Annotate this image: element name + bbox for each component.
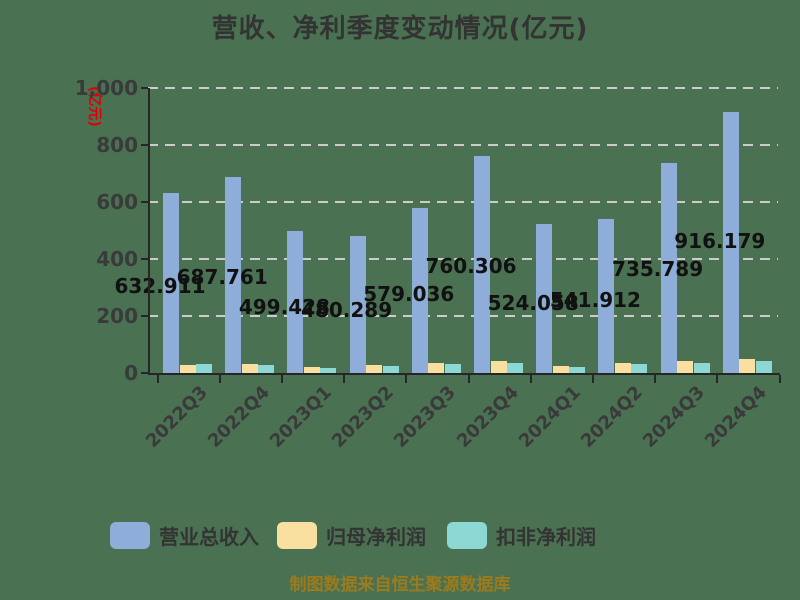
bar-deducted-net-profit-2024Q4: [755, 361, 772, 373]
gridline: [148, 258, 778, 260]
bar-total-revenue-2024Q1: [536, 223, 553, 373]
bar-net-profit-2023Q3: [428, 362, 445, 373]
x-axis-line: [148, 373, 780, 375]
y-axis-tick: [141, 315, 148, 317]
caption: 制图数据来自恒生聚源数据库: [289, 575, 511, 595]
chart-title: 营收、净利季度变动情况(亿元): [211, 14, 589, 44]
x-axis-tick: [405, 375, 408, 383]
x-axis-tick: [343, 375, 346, 383]
bar-deducted-net-profit-2023Q3: [444, 363, 461, 373]
data-label-2024Q1: 524.058: [487, 290, 579, 315]
data-label-2023Q2: 480.289: [301, 297, 393, 322]
legend-item-deducted-net-profit[interactable]: 扣非净利润: [447, 521, 596, 550]
bar-net-profit-2023Q2: [366, 365, 383, 373]
gridline: [148, 315, 778, 317]
data-label-2022Q4: 687.761: [176, 265, 268, 290]
y-axis-tick: [141, 258, 148, 260]
bar-total-revenue-2023Q2: [349, 236, 366, 373]
x-axis-tick: [529, 375, 532, 383]
bar-deducted-net-profit-2024Q1: [569, 366, 586, 373]
bar-deducted-net-profit-2024Q2: [631, 364, 648, 373]
data-label-2024Q3: 735.789: [612, 257, 704, 282]
bar-net-profit-2024Q2: [614, 363, 631, 373]
legend-swatch-total-revenue: [110, 522, 150, 549]
bar-deducted-net-profit-2023Q2: [382, 365, 399, 373]
y-axis-tick: [141, 201, 148, 203]
bar-total-revenue-2023Q3: [411, 207, 428, 373]
x-axis-tick: [654, 375, 657, 383]
x-axis-tick: [591, 375, 594, 383]
gridline: [148, 87, 778, 89]
bar-net-profit-2024Q1: [552, 366, 569, 373]
y-tick-label: 600: [96, 190, 138, 214]
bar-deducted-net-profit-2022Q4: [258, 365, 275, 373]
y-tick-label: 400: [96, 247, 138, 271]
data-label-2024Q2: 541.912: [549, 287, 641, 312]
bar-net-profit-2024Q3: [677, 361, 694, 373]
legend-item-total-revenue[interactable]: 营业总收入: [110, 521, 259, 550]
bar-total-revenue-2024Q4: [722, 111, 739, 373]
legend-swatch-net-profit: [277, 522, 317, 549]
y-tick-label: 1,000: [74, 76, 138, 100]
data-label-2022Q3: 632.911: [114, 273, 206, 298]
y-tick-label: 800: [96, 133, 138, 157]
gridline: [148, 201, 778, 203]
bar-total-revenue-2022Q3: [163, 192, 179, 373]
data-label-2024Q4: 916.179: [674, 229, 766, 254]
bar-total-revenue-2024Q3: [660, 163, 677, 373]
data-label-2023Q1: 499.428: [238, 294, 330, 319]
y-tick-label: 200: [96, 304, 138, 328]
x-axis-tick: [218, 375, 221, 383]
bar-net-profit-2022Q4: [241, 363, 258, 373]
bar-total-revenue-2024Q2: [598, 218, 615, 373]
x-axis-tick: [467, 375, 470, 383]
bar-net-profit-2023Q4: [490, 361, 507, 373]
data-label-2023Q3: 579.036: [363, 282, 455, 307]
x-axis-tick: [156, 375, 159, 383]
legend-swatch-deducted-net-profit: [447, 522, 487, 549]
x-axis-tick: [778, 375, 781, 383]
bar-deducted-net-profit-2022Q3: [196, 364, 212, 373]
bar-total-revenue-2023Q1: [287, 230, 304, 373]
bar-net-profit-2023Q1: [303, 367, 320, 373]
legend-label-total-revenue: 营业总收入: [159, 525, 259, 549]
y-axis-tick: [141, 87, 148, 89]
bar-total-revenue-2023Q4: [474, 156, 490, 373]
bar-deducted-net-profit-2023Q1: [320, 367, 337, 373]
y-axis-line: [148, 88, 150, 375]
x-axis-tick: [280, 375, 283, 383]
bar-net-profit-2024Q4: [739, 359, 756, 373]
legend-label-deducted-net-profit: 扣非净利润: [496, 525, 596, 549]
bar-total-revenue-2022Q4: [225, 176, 242, 373]
x-axis-tick: [716, 375, 719, 383]
bar-net-profit-2022Q3: [179, 364, 196, 373]
legend-label-net-profit: 归母净利润: [326, 525, 426, 549]
legend-item-net-profit[interactable]: 归母净利润: [277, 521, 426, 550]
bar-deducted-net-profit-2023Q4: [507, 363, 523, 373]
y-axis-tick: [141, 372, 148, 374]
data-label-2023Q4: 760.306: [425, 253, 517, 278]
bar-deducted-net-profit-2024Q3: [693, 362, 710, 373]
gridline: [148, 144, 778, 146]
y-axis-tick: [141, 144, 148, 146]
y-tick-label: 0: [124, 361, 138, 385]
